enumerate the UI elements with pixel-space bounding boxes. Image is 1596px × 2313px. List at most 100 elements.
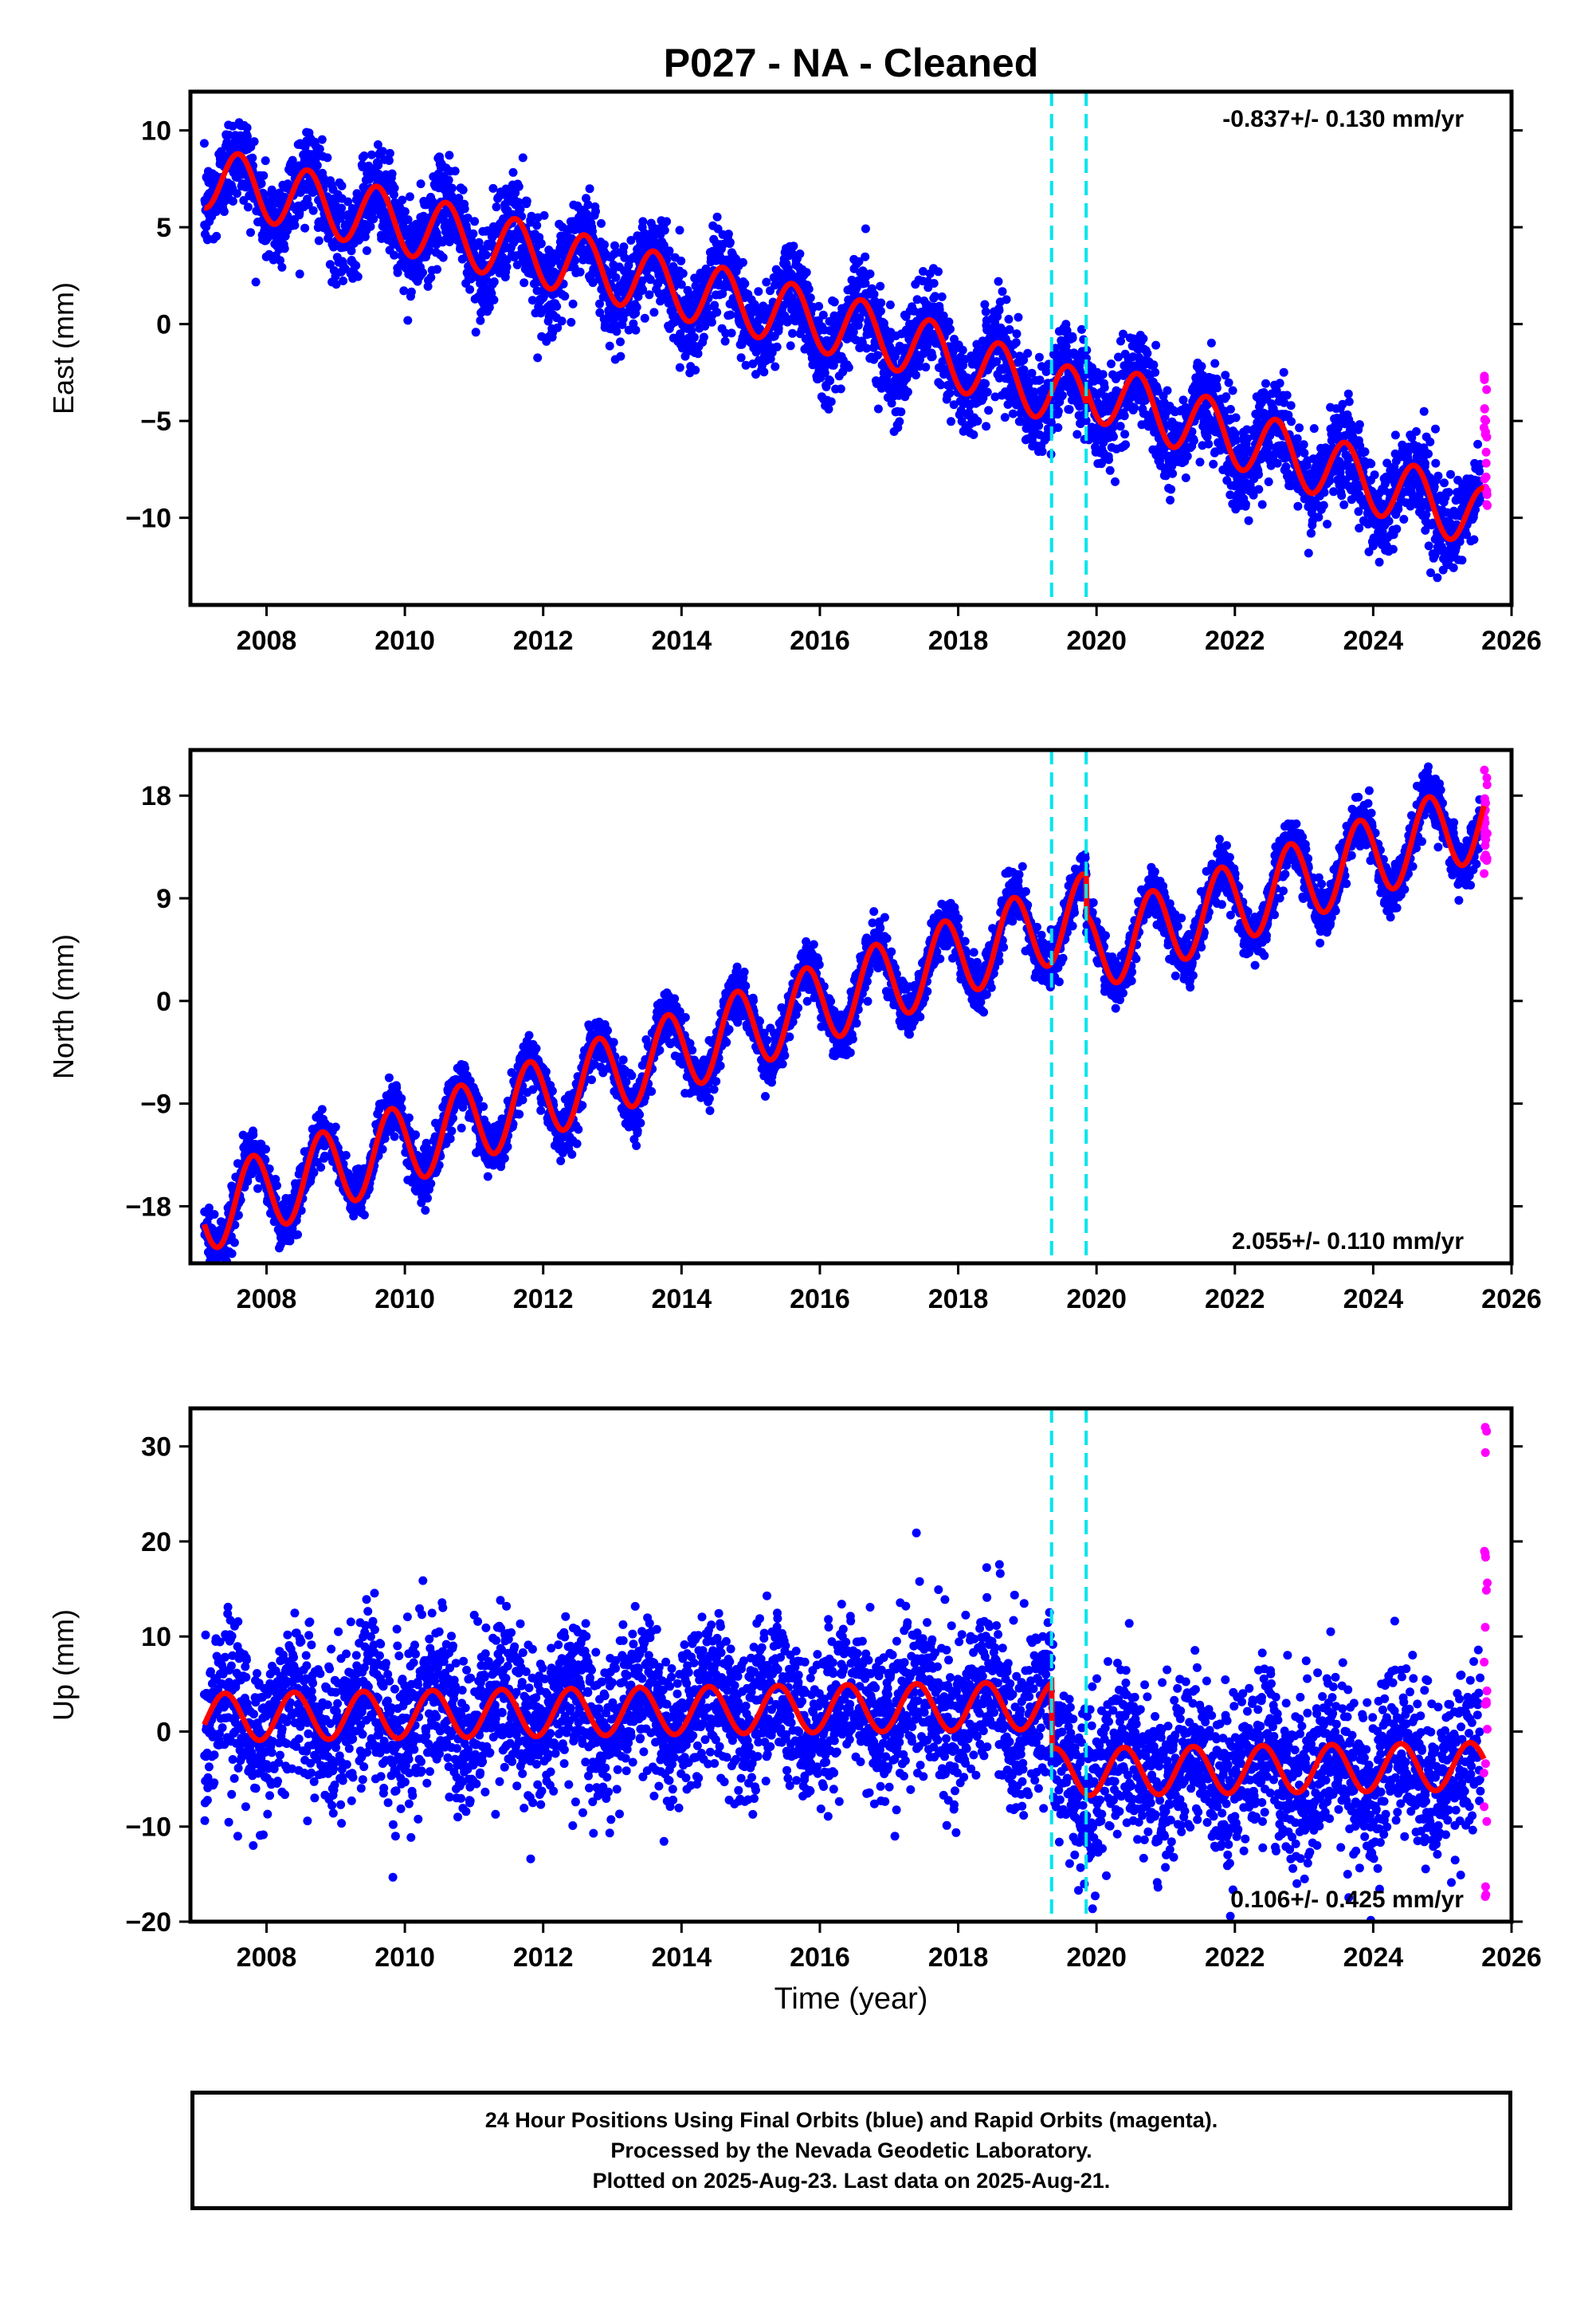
east-data-point	[689, 332, 699, 342]
east-data-point	[228, 121, 237, 131]
east-data-point	[582, 210, 592, 219]
east-data-point	[1319, 501, 1328, 510]
east-data-point	[1473, 439, 1483, 449]
east-data-point	[403, 215, 413, 225]
east-data-point	[725, 238, 735, 247]
east-data-point	[591, 206, 600, 216]
east-data-point	[710, 300, 720, 310]
east-data-point	[1151, 367, 1160, 377]
east-data-point	[1163, 386, 1172, 395]
east-data-point	[1457, 556, 1467, 565]
east-data-point	[390, 183, 399, 193]
east-data-point	[645, 290, 654, 300]
east-data-point	[981, 307, 990, 316]
east-data-point	[787, 249, 797, 257]
east-rapid-point	[1481, 447, 1491, 457]
east-data-point	[1374, 557, 1384, 567]
east-data-point	[660, 226, 669, 235]
east-data-point	[405, 192, 414, 202]
east-data-point	[669, 261, 678, 271]
north-data-point	[229, 1238, 239, 1247]
east-data-point	[568, 299, 578, 308]
east-data-point	[257, 179, 266, 188]
east-data-point	[712, 212, 722, 222]
east-data-point	[1121, 440, 1131, 450]
east-data-point	[539, 210, 549, 220]
east-data-point	[337, 181, 347, 190]
east-data-point	[476, 316, 485, 325]
east-data-point	[438, 253, 448, 262]
east-data-point	[934, 267, 943, 277]
east-data-point	[1425, 438, 1435, 446]
east-data-point	[219, 207, 229, 216]
east-data-point	[626, 236, 636, 245]
east-ytick-label: −5	[140, 406, 171, 437]
east-data-point	[366, 222, 375, 231]
east-data-point	[649, 308, 659, 317]
east-data-point	[820, 368, 829, 378]
east-data-point	[1444, 488, 1453, 497]
east-data-point	[984, 406, 994, 415]
east-data-point	[1433, 471, 1443, 481]
east-data-point	[393, 268, 402, 277]
east-data-point	[973, 416, 982, 426]
east-data-point	[374, 170, 383, 179]
east-data-point	[726, 310, 735, 320]
east-data-point	[1241, 500, 1250, 509]
east-data-point	[242, 123, 252, 132]
east-data-point	[492, 202, 501, 212]
east-data-point	[678, 269, 688, 278]
east-data-point	[640, 313, 649, 323]
east-xtick-label: 2024	[1343, 626, 1404, 656]
east-data-point	[418, 268, 427, 277]
east-data-point	[1307, 528, 1316, 538]
east-data-point	[1098, 370, 1108, 379]
east-ytick-label: −10	[125, 504, 171, 534]
east-data-point	[1105, 465, 1115, 475]
east-xtick-label: 2020	[1066, 626, 1127, 656]
east-data-point	[873, 351, 882, 360]
east-data-point	[398, 195, 407, 205]
east-data-point	[969, 430, 978, 439]
east-data-point	[1225, 405, 1235, 414]
east-data-point	[612, 327, 622, 336]
east-data-point	[829, 297, 839, 307]
east-data-point	[772, 342, 782, 351]
east-data-point	[659, 241, 669, 250]
east-data-point	[1469, 535, 1479, 544]
east-data-point	[844, 363, 853, 372]
east-data-point	[416, 179, 425, 189]
east-data-point	[518, 153, 527, 163]
east-data-point	[339, 276, 348, 285]
east-data-point	[312, 161, 322, 170]
east-data-point	[522, 196, 531, 206]
east-data-point	[1309, 424, 1319, 434]
east-xtick-label: 2026	[1481, 626, 1542, 656]
east-data-point	[1120, 411, 1129, 421]
east-data-point	[1149, 360, 1159, 370]
north-final-orbit-points	[199, 762, 1485, 1277]
east-data-point	[771, 362, 780, 371]
east-data-point	[463, 214, 473, 222]
east-data-point	[1209, 459, 1218, 469]
east-data-point	[1181, 473, 1190, 482]
east-data-point	[1065, 405, 1074, 414]
east-data-point	[945, 388, 955, 398]
east-data-point	[597, 218, 606, 228]
east-data-point	[276, 256, 284, 265]
east-data-point	[1120, 430, 1130, 439]
east-data-point	[331, 280, 341, 289]
east-data-point	[595, 299, 604, 308]
east-data-point	[700, 321, 710, 331]
east-data-point	[1433, 573, 1442, 583]
east-data-point	[982, 422, 991, 431]
east-data-point	[248, 153, 257, 163]
east-data-point	[516, 205, 525, 214]
east-data-point	[1343, 389, 1353, 399]
east-data-point	[998, 287, 1007, 296]
east-data-point	[502, 262, 512, 272]
east-data-point	[585, 184, 594, 194]
east-data-point	[895, 417, 904, 426]
north-data-point	[219, 1268, 228, 1277]
east-data-point	[618, 314, 628, 324]
